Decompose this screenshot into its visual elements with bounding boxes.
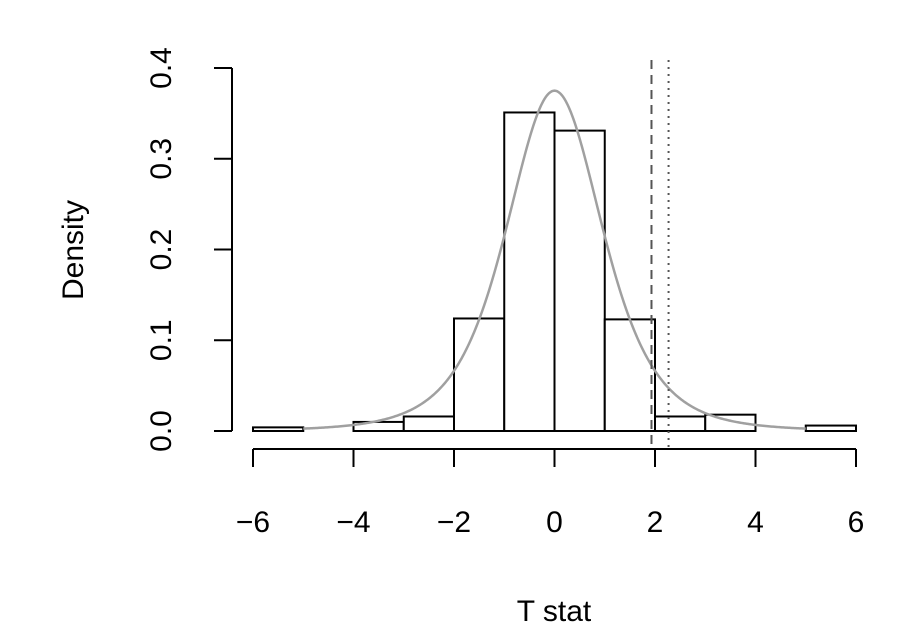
histogram-bar-0	[252, 426, 305, 432]
y-tick-label: 0.1	[145, 319, 178, 361]
x-tick-label: 0	[546, 506, 563, 539]
x-ticks: −6 −4 −2 0 2 4 6	[236, 449, 864, 539]
x-tick-label: −2	[437, 506, 471, 539]
histogram-bar-8	[654, 415, 707, 433]
y-ticks: 0.0 0.1 0.2 0.3 0.4	[145, 47, 232, 452]
y-tick-label: 0.0	[145, 410, 178, 452]
x-tick-label: 4	[747, 506, 764, 539]
histogram-bars	[252, 111, 857, 433]
x-axis: −6 −4 −2 0 2 4 6	[236, 448, 864, 539]
histogram-bar-6	[553, 129, 606, 432]
histogram-bar-5	[503, 111, 556, 432]
y-axis: 0.0 0.1 0.2 0.3 0.4	[145, 47, 233, 452]
x-tick-label: 6	[848, 506, 865, 539]
histogram-bar-11	[804, 424, 857, 432]
y-tick-label: 0.4	[145, 47, 178, 89]
histogram-bar-4	[453, 317, 506, 432]
y-axis-title: Density	[57, 200, 90, 300]
density-curve	[303, 89, 806, 430]
x-tick-label: −4	[336, 506, 370, 539]
x-tick-label: 2	[647, 506, 664, 539]
y-tick-label: 0.2	[145, 229, 178, 271]
y-tick-label: 0.3	[145, 138, 178, 180]
reference-lines	[650, 60, 670, 447]
histogram-bar-3	[402, 415, 455, 433]
x-tick-label: −6	[236, 506, 270, 539]
histogram-bar-7	[603, 318, 656, 432]
x-axis-title: T stat	[517, 595, 592, 628]
